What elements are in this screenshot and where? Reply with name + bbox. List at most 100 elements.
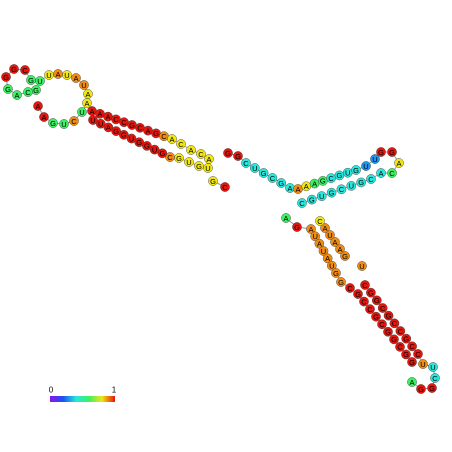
nucleotide xyxy=(126,133,137,144)
nucleotide-label: G xyxy=(368,288,374,297)
nucleotide-label: G xyxy=(28,76,34,85)
nucleotide xyxy=(418,359,428,369)
nucleotide xyxy=(366,174,376,184)
nucleotide-label: U xyxy=(345,169,350,178)
nucleotide-label: U xyxy=(129,134,134,143)
nucleotide xyxy=(330,237,340,247)
nucleotide-label: U xyxy=(64,71,69,80)
nucleotide xyxy=(276,178,287,188)
nucleotide xyxy=(194,161,204,171)
nucleotide-label: G xyxy=(33,86,39,95)
nucleotide-label: G xyxy=(153,129,159,138)
nucleotide xyxy=(360,280,370,290)
nucleotide-label: U xyxy=(90,116,95,125)
nucleotide xyxy=(365,304,375,314)
nucleotide-label: C xyxy=(198,150,204,159)
nucleotide xyxy=(316,191,327,201)
nucleotide xyxy=(326,187,337,198)
nucleotide-label: C xyxy=(389,169,395,178)
nucleotide-label: G xyxy=(418,385,424,394)
nucleotide xyxy=(407,377,417,387)
nucleotide xyxy=(111,126,121,136)
nucleotide-label: G xyxy=(429,384,435,393)
nucleotide xyxy=(395,326,406,336)
nucleotide-label: A xyxy=(35,102,40,111)
nucleotide xyxy=(12,90,22,100)
nucleotide-label: C xyxy=(317,217,323,226)
nucleotide-label: G xyxy=(121,131,127,140)
nucleotide xyxy=(361,161,371,171)
nucleotide-label: U xyxy=(79,108,84,117)
nucleotide xyxy=(82,98,92,108)
nucleotide-label: G xyxy=(403,334,409,343)
nucleotide xyxy=(336,184,347,195)
nucleotide-label: U xyxy=(372,155,377,164)
nucleotide xyxy=(223,148,233,158)
nucleotide-label: G xyxy=(353,166,359,175)
nucleotide xyxy=(353,289,363,299)
nucleotide-label: G xyxy=(358,178,364,187)
nucleotide xyxy=(351,165,361,175)
nucleotide-label: C xyxy=(347,284,353,293)
nucleotide xyxy=(241,158,251,168)
nucleotide-label: A xyxy=(14,91,19,100)
nucleotide-label: A xyxy=(312,179,317,188)
nucleotide-label: A xyxy=(396,159,401,168)
nucleotide-label: A xyxy=(145,126,150,135)
nucleotide-label: G xyxy=(210,177,216,186)
nucleotide xyxy=(383,326,393,337)
nucleotide-label: U xyxy=(319,192,324,201)
nucleotide-label: U xyxy=(327,231,332,240)
nucleotide-label: A xyxy=(105,112,110,121)
nucleotide-label: C xyxy=(243,159,249,168)
nucleotide-label: U xyxy=(152,145,157,154)
nucleotide-label: U xyxy=(349,182,354,191)
nucleotide-label: C xyxy=(113,115,119,124)
nucleotide xyxy=(416,384,426,394)
nucleotide-label: A xyxy=(325,254,330,263)
nucleotide-label: C xyxy=(25,88,31,97)
nucleotide xyxy=(407,357,417,367)
nucleotide-label: C xyxy=(222,183,228,192)
nucleotide-label: C xyxy=(392,319,398,328)
nucleotide-label: U xyxy=(321,247,326,256)
nucleotide xyxy=(176,139,186,149)
nucleotide xyxy=(59,119,69,129)
nucleotide-label: A xyxy=(317,239,322,248)
nucleotide xyxy=(33,101,43,111)
nucleotide-label: C xyxy=(299,199,305,208)
nucleotide xyxy=(79,80,89,90)
nucleotide-label: A xyxy=(206,155,211,164)
nucleotide-label: G xyxy=(278,179,284,188)
nucleotide xyxy=(322,253,333,264)
nucleotide xyxy=(331,268,341,278)
nucleotide xyxy=(258,168,269,178)
nucleotide-label: C xyxy=(398,327,404,336)
nucleotide-label: C xyxy=(178,140,184,149)
nucleotide-label: A xyxy=(287,184,292,193)
nucleotide-label: G xyxy=(409,358,415,367)
nucleotide-label: C xyxy=(367,305,373,314)
nucleotide-label: G xyxy=(225,149,231,158)
nucleotide xyxy=(196,149,206,159)
nucleotide-label: U xyxy=(205,164,210,173)
nucleotide-label: G xyxy=(374,296,380,305)
nucleotide xyxy=(383,310,394,321)
nucleotide-label: G xyxy=(294,223,300,232)
nucleotide-label: A xyxy=(188,146,193,155)
nucleotide-label: C xyxy=(71,117,77,126)
nucleotide-label: U xyxy=(98,120,103,129)
nucleotide xyxy=(23,87,33,97)
nucleotide-label: U xyxy=(81,81,86,90)
nucleotide-label: G xyxy=(337,171,343,180)
nucleotide xyxy=(62,70,72,80)
nucleotide-label: G xyxy=(113,127,119,136)
nucleotide-label: A xyxy=(169,135,174,144)
nucleotide xyxy=(157,148,168,159)
nucleotide-label: G xyxy=(333,269,339,278)
nucleotide xyxy=(165,152,175,162)
nucleotide xyxy=(77,107,87,117)
nucleotide-label: A xyxy=(337,245,342,254)
nucleotide-label: A xyxy=(295,185,300,194)
